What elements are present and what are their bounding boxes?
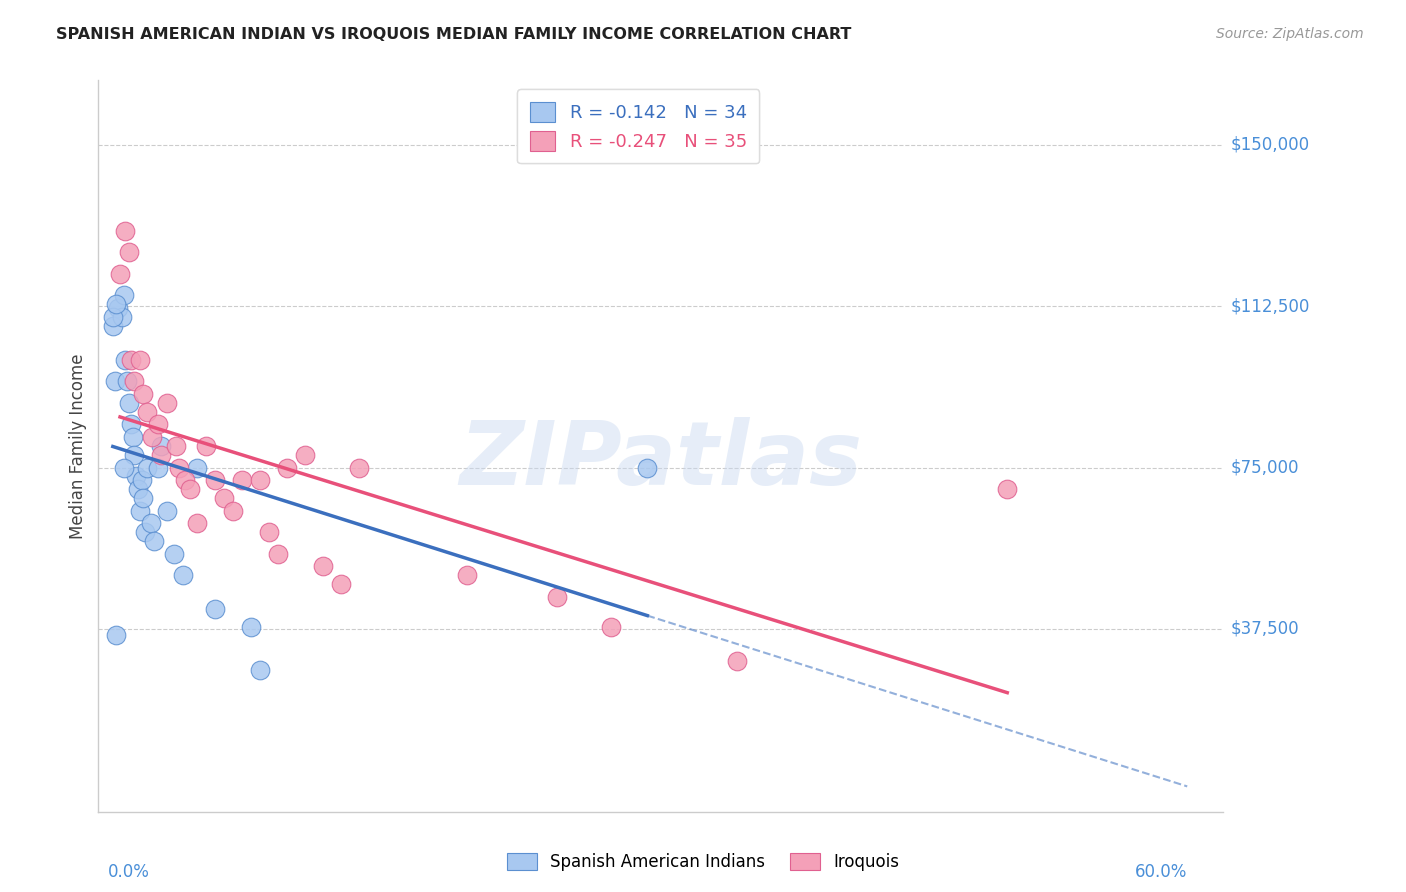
Point bbox=[132, 387, 155, 401]
Legend: Spanish American Indians, Iroquois: Spanish American Indians, Iroquois bbox=[498, 845, 908, 880]
Point bbox=[231, 474, 253, 488]
Text: 0.0%: 0.0% bbox=[107, 863, 149, 881]
Point bbox=[179, 482, 201, 496]
Text: $150,000: $150,000 bbox=[1230, 136, 1309, 153]
Point bbox=[111, 310, 134, 324]
Point bbox=[128, 503, 150, 517]
Point bbox=[143, 533, 166, 548]
Point bbox=[546, 590, 568, 604]
Point bbox=[349, 460, 371, 475]
Point bbox=[259, 524, 281, 539]
Point bbox=[141, 430, 163, 444]
Point bbox=[150, 439, 173, 453]
Point bbox=[156, 396, 179, 410]
Point bbox=[120, 417, 142, 432]
Text: $75,000: $75,000 bbox=[1230, 458, 1299, 476]
Text: $112,500: $112,500 bbox=[1230, 297, 1309, 315]
Y-axis label: Median Family Income: Median Family Income bbox=[69, 353, 87, 539]
Point bbox=[124, 375, 146, 389]
Point bbox=[276, 460, 298, 475]
Point bbox=[214, 491, 236, 505]
Point bbox=[204, 602, 226, 616]
Point bbox=[294, 448, 316, 462]
Point bbox=[249, 474, 271, 488]
Point bbox=[136, 404, 159, 418]
Point bbox=[121, 430, 143, 444]
Point bbox=[636, 460, 658, 475]
Point bbox=[150, 448, 173, 462]
Point bbox=[105, 297, 128, 311]
Point bbox=[195, 439, 218, 453]
Point bbox=[134, 524, 156, 539]
Point bbox=[146, 460, 169, 475]
Point bbox=[118, 396, 141, 410]
Point bbox=[146, 417, 169, 432]
Point bbox=[204, 474, 226, 488]
Point bbox=[600, 620, 623, 634]
Point bbox=[725, 654, 748, 668]
Point bbox=[101, 310, 124, 324]
Point bbox=[312, 559, 335, 574]
Point bbox=[112, 288, 135, 302]
Point bbox=[249, 663, 271, 677]
Point bbox=[125, 469, 148, 483]
Point bbox=[118, 245, 141, 260]
Point bbox=[173, 474, 195, 488]
Point bbox=[107, 301, 129, 316]
Point bbox=[132, 491, 155, 505]
Point bbox=[156, 503, 179, 517]
Point bbox=[995, 482, 1018, 496]
Text: $37,500: $37,500 bbox=[1230, 620, 1299, 638]
Point bbox=[128, 353, 150, 368]
Point bbox=[127, 482, 149, 496]
Point bbox=[114, 353, 136, 368]
Point bbox=[267, 547, 290, 561]
Point bbox=[169, 460, 191, 475]
Point bbox=[222, 503, 245, 517]
Point bbox=[124, 448, 146, 462]
Point bbox=[186, 460, 208, 475]
Point bbox=[240, 620, 263, 634]
Text: Source: ZipAtlas.com: Source: ZipAtlas.com bbox=[1216, 27, 1364, 41]
Text: 60.0%: 60.0% bbox=[1135, 863, 1187, 881]
Point bbox=[114, 224, 136, 238]
Point bbox=[139, 516, 162, 531]
Point bbox=[136, 460, 159, 475]
Point bbox=[120, 353, 142, 368]
Point bbox=[101, 318, 124, 333]
Point bbox=[112, 460, 135, 475]
Point bbox=[131, 474, 153, 488]
Point bbox=[172, 568, 194, 582]
Text: ZIPatlas: ZIPatlas bbox=[460, 417, 862, 504]
Point bbox=[456, 568, 478, 582]
Point bbox=[186, 516, 208, 531]
Point bbox=[115, 375, 138, 389]
Point bbox=[108, 267, 131, 281]
Text: SPANISH AMERICAN INDIAN VS IROQUOIS MEDIAN FAMILY INCOME CORRELATION CHART: SPANISH AMERICAN INDIAN VS IROQUOIS MEDI… bbox=[56, 27, 852, 42]
Legend: R = -0.142   N = 34, R = -0.247   N = 35: R = -0.142 N = 34, R = -0.247 N = 35 bbox=[517, 89, 759, 163]
Point bbox=[165, 439, 187, 453]
Point bbox=[104, 375, 127, 389]
Point bbox=[330, 576, 353, 591]
Point bbox=[163, 547, 186, 561]
Point bbox=[105, 628, 128, 642]
